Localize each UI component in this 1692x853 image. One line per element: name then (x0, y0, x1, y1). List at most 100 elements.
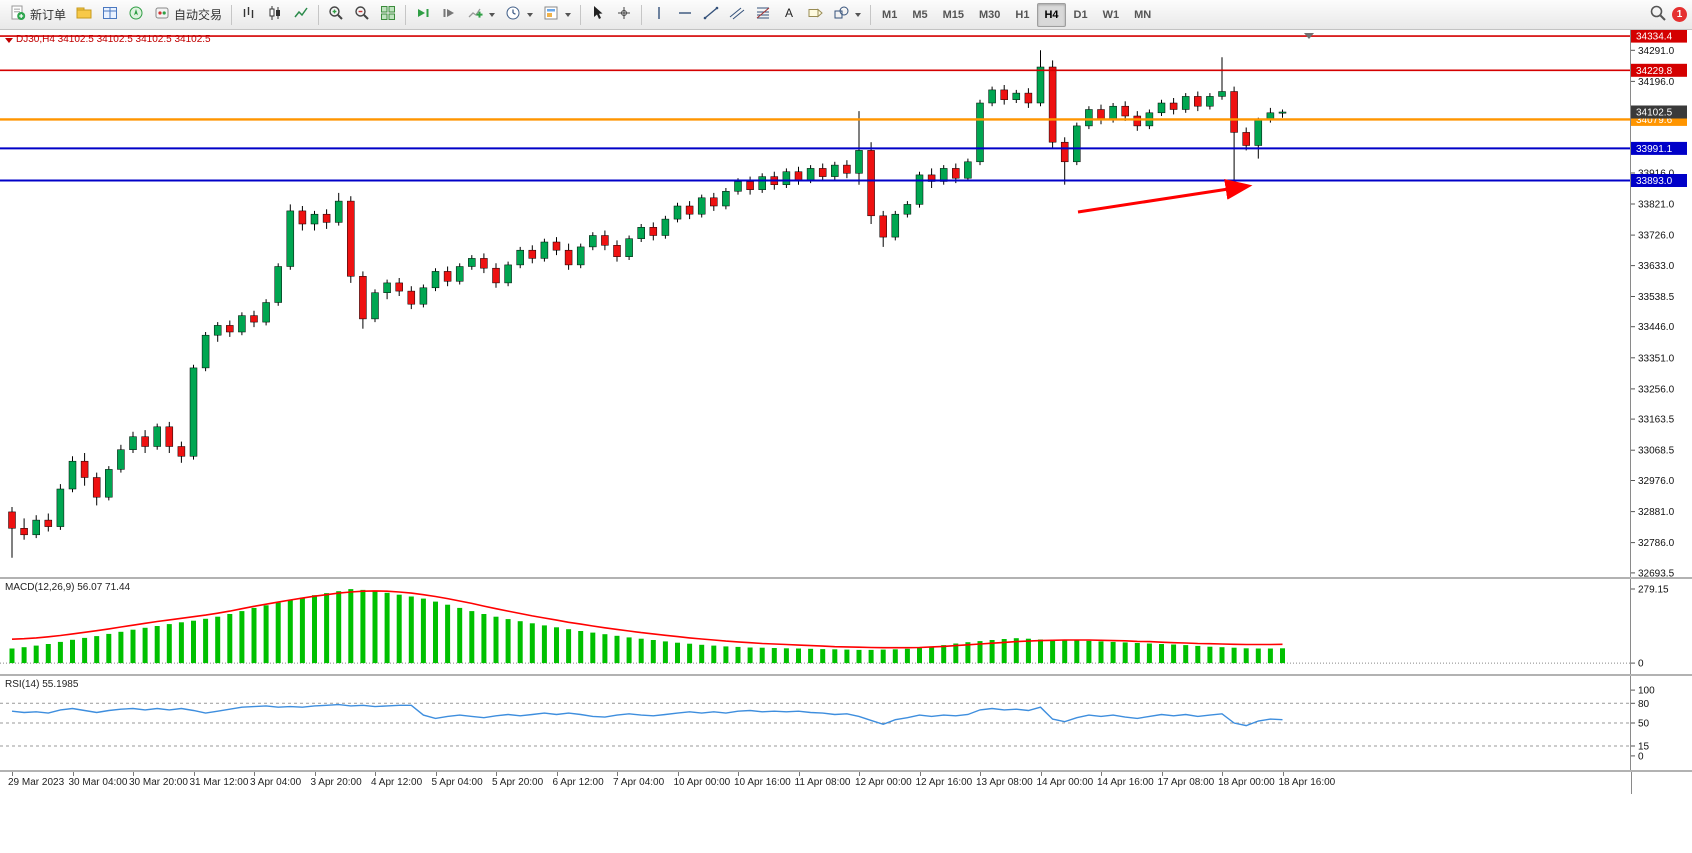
label-icon (807, 5, 823, 24)
time-axis-label: 17 Apr 08:00 (1157, 777, 1215, 788)
candlestick-chart-button[interactable] (262, 3, 288, 27)
zoom-in-button[interactable] (323, 3, 349, 27)
new-order-button[interactable]: 新订单 (5, 3, 71, 27)
svg-text:15: 15 (1638, 742, 1650, 753)
timeframe-w1[interactable]: W1 (1102, 8, 1120, 21)
time-axis-label: 3 Apr 20:00 (310, 777, 362, 788)
svg-text:34196.0: 34196.0 (1638, 77, 1675, 88)
rsi-axis[interactable]: 100 80 50 15 0 (1631, 676, 1691, 770)
candlestick-chart-icon (267, 5, 283, 24)
navigator-button[interactable] (123, 3, 149, 27)
toolbar-separator (318, 4, 320, 25)
svg-text:33821.0: 33821.0 (1638, 200, 1675, 211)
timeframe-m1[interactable]: M1 (882, 8, 898, 21)
chart-shift-button[interactable] (436, 3, 462, 27)
templates-button[interactable] (538, 3, 576, 27)
symbol-dropdown-icon (5, 38, 13, 43)
time-axis-label: 3 Apr 04:00 (250, 777, 302, 788)
crosshair-icon (616, 5, 632, 24)
macd-axis[interactable]: 279.15 0 (1631, 579, 1691, 674)
candlestick-chart[interactable] (0, 30, 1630, 577)
svg-text:33068.5: 33068.5 (1638, 446, 1675, 457)
zoom-out-button[interactable] (349, 3, 375, 27)
text-label-button[interactable] (802, 3, 828, 27)
time-axis-tick (798, 772, 800, 776)
timeframe-d1[interactable]: D1 (1073, 8, 1088, 21)
rsi-axis-scale[interactable]: 100 80 50 150 (1631, 676, 1691, 770)
time-axis-tick (12, 772, 13, 776)
market-watch-button[interactable] (97, 3, 123, 27)
svg-text:34102.5: 34102.5 (1636, 108, 1673, 119)
tile-windows-button[interactable] (375, 3, 401, 27)
auto-trading-button[interactable]: 自动交易 (149, 3, 227, 27)
svg-text:279.15: 279.15 (1638, 585, 1669, 596)
time-axis-tick (919, 772, 921, 776)
symbol-ohlc-label: DJ30,H4 34102.5 34102.5 34102.5 34102.5 (16, 34, 211, 45)
notification-badge[interactable]: 1 (1672, 7, 1687, 22)
market-watch-icon (102, 5, 118, 24)
macd-panel[interactable]: MACD(12,26,9) 56.07 71.44 (0, 579, 1631, 674)
axis-divider (1631, 772, 1632, 794)
svg-text:33256.0: 33256.0 (1638, 384, 1675, 395)
svg-text:33633.0: 33633.0 (1638, 261, 1675, 272)
price-axis[interactable]: 34291.034196.033916.033821.033726.033633… (1631, 29, 1691, 579)
time-axis-label: 31 Mar 12:00 (189, 777, 249, 788)
text-icon: A (781, 5, 797, 24)
rsi-chart[interactable] (0, 676, 1630, 770)
timeframe-h4[interactable]: H4 (1037, 2, 1066, 27)
time-axis-label: 5 Apr 20:00 (492, 777, 544, 788)
time-axis-tick (556, 772, 558, 776)
time-axis-tick (72, 772, 74, 776)
svg-text:80: 80 (1638, 699, 1650, 710)
navigator-icon (128, 5, 144, 24)
text-tool-button[interactable]: A (776, 3, 802, 27)
line-chart-button[interactable] (288, 3, 314, 27)
chevron-down-icon (489, 12, 496, 17)
auto-scroll-button[interactable] (410, 3, 436, 27)
macd-label: MACD(12,26,9) 56.07 71.44 (5, 582, 131, 593)
new-order-icon (10, 5, 26, 24)
search-button[interactable] (1644, 3, 1672, 27)
time-axis-label: 10 Apr 00:00 (673, 777, 731, 788)
svg-text:33991.1: 33991.1 (1636, 144, 1673, 155)
macd-chart[interactable] (0, 579, 1630, 674)
cursor-button[interactable] (585, 3, 611, 27)
shapes-button[interactable] (828, 3, 866, 27)
svg-text:34291.0: 34291.0 (1638, 46, 1675, 57)
price-axis-scale[interactable]: 34291.034196.033916.033821.033726.033633… (1631, 29, 1691, 579)
window-background (0, 794, 1692, 853)
time-axis-tick (314, 772, 316, 776)
timeframe-m30[interactable]: M30 (979, 8, 1001, 21)
bar-chart-button[interactable] (236, 3, 262, 27)
svg-text:33538.5: 33538.5 (1638, 292, 1675, 303)
chart-shift-icon (441, 5, 457, 24)
chevron-down-icon (565, 12, 572, 17)
svg-text:33163.5: 33163.5 (1638, 415, 1675, 426)
crosshair-button[interactable] (611, 3, 637, 27)
fibonacci-button[interactable] (750, 3, 776, 27)
timeframe-m5[interactable]: M5 (912, 8, 928, 21)
svg-text:50: 50 (1638, 719, 1650, 730)
channel-button[interactable] (724, 3, 750, 27)
trendline-button[interactable] (698, 3, 724, 27)
chart-profile-button[interactable] (71, 3, 97, 27)
main-chart-plot[interactable]: DJ30,H4 34102.5 34102.5 34102.5 34102.5 (0, 30, 1631, 577)
time-axis-tick (1282, 772, 1284, 776)
zoom-in-icon (328, 5, 344, 24)
timeframe-m15[interactable]: M15 (942, 8, 964, 21)
tile-windows-icon (380, 5, 396, 24)
indicators-button[interactable] (462, 3, 500, 27)
time-axis[interactable]: 29 Mar 2023 30 Mar 04:00 30 Mar 20:00 31 Ma… (0, 772, 1692, 794)
macd-axis-scale[interactable]: 279.15 0 (1631, 579, 1691, 674)
indicators-icon (467, 5, 483, 24)
time-axis-label: 14 Apr 00:00 (1036, 777, 1094, 788)
periods-icon (505, 5, 521, 24)
timeframe-mn[interactable]: MN (1134, 8, 1152, 21)
periods-button[interactable] (500, 3, 538, 27)
timeframe-h1[interactable]: H1 (1015, 8, 1030, 21)
vertical-line-button[interactable] (646, 3, 672, 27)
time-axis-label: 29 Mar 2023 (8, 777, 65, 788)
trendline-icon (703, 5, 719, 24)
rsi-panel[interactable]: RSI(14) 55.1985 (0, 676, 1631, 770)
horizontal-line-button[interactable] (672, 3, 698, 27)
